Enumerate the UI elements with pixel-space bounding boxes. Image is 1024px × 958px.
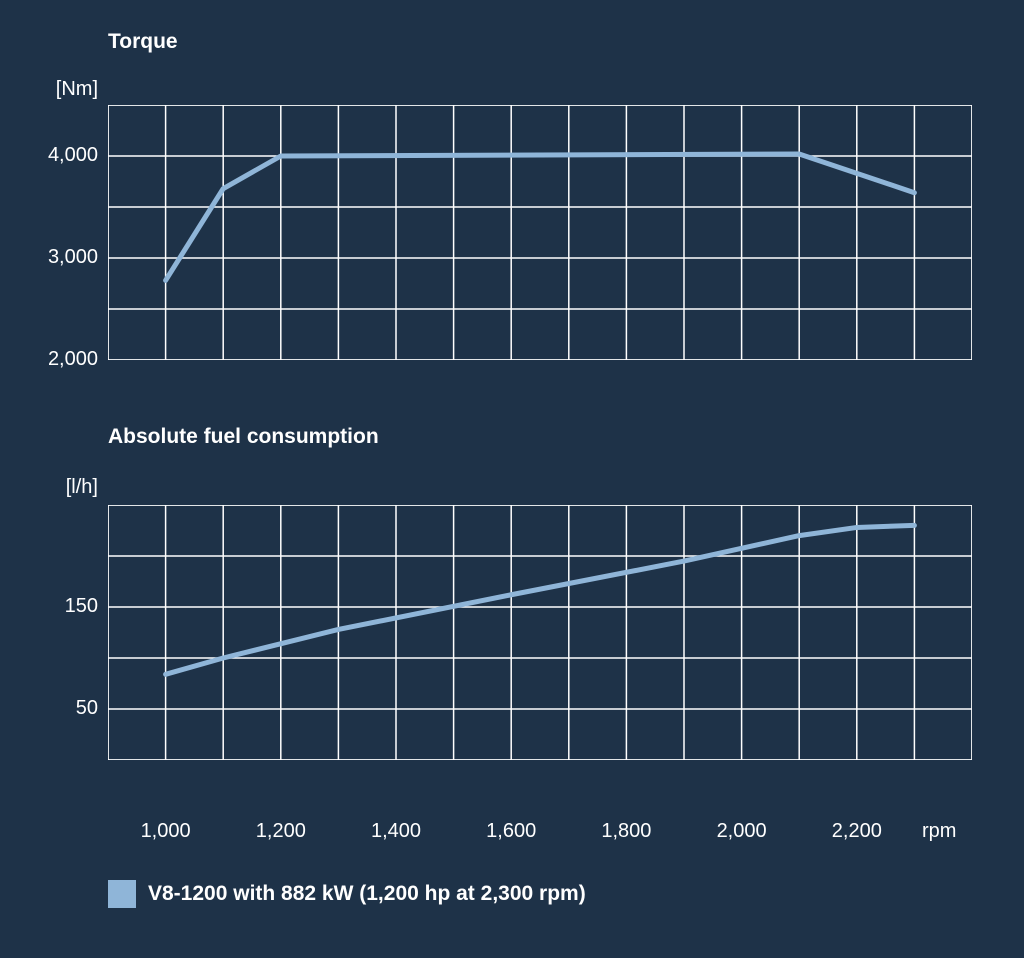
legend-swatch	[108, 880, 136, 908]
torque-y-unit: [Nm]	[28, 78, 98, 101]
fuel-chart-title: Absolute fuel consumption	[108, 425, 379, 449]
y-tick-label: 2,000	[8, 348, 98, 371]
torque-chart	[108, 105, 972, 360]
x-tick-label: 1,000	[121, 820, 211, 843]
x-tick-label: 2,000	[697, 820, 787, 843]
fuel-y-unit: [l/h]	[38, 476, 98, 499]
x-tick-label: 1,200	[236, 820, 326, 843]
x-tick-label: 1,600	[466, 820, 556, 843]
x-axis-unit: rpm	[922, 820, 956, 843]
y-tick-label: 50	[8, 697, 98, 720]
x-tick-label: 1,800	[581, 820, 671, 843]
torque-chart-title: Torque	[108, 30, 178, 54]
y-tick-label: 3,000	[8, 246, 98, 269]
fuel-chart	[108, 505, 972, 760]
y-tick-label: 150	[8, 595, 98, 618]
x-tick-label: 2,200	[812, 820, 902, 843]
legend-text: V8-1200 with 882 kW (1,200 hp at 2,300 r…	[148, 882, 586, 906]
y-tick-label: 4,000	[8, 144, 98, 167]
legend: V8-1200 with 882 kW (1,200 hp at 2,300 r…	[108, 880, 586, 908]
x-tick-label: 1,400	[351, 820, 441, 843]
